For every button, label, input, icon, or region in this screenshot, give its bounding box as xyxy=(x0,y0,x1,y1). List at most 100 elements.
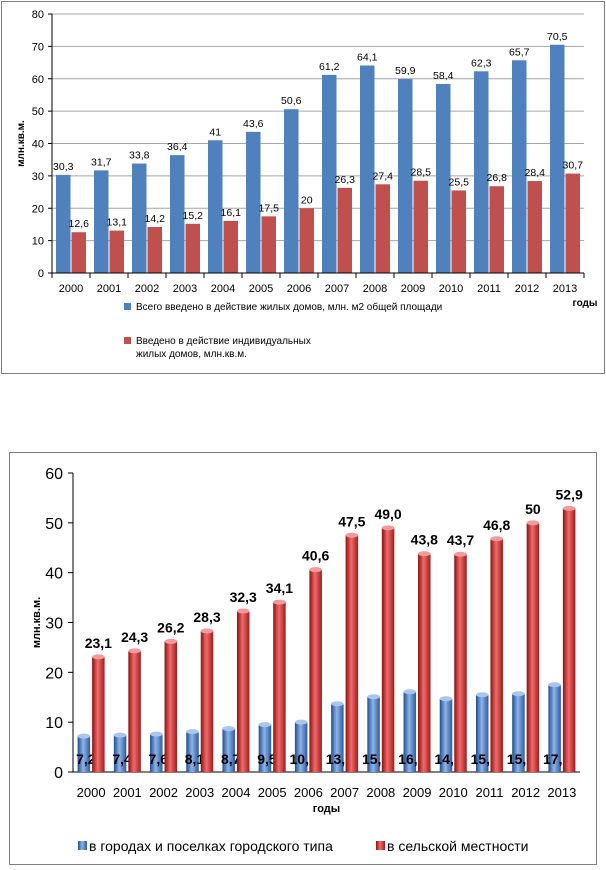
chart2-bar-urban xyxy=(439,698,453,772)
chart2-xtick-label: 2010 xyxy=(439,785,468,800)
chart1-data-label: 27,4 xyxy=(373,170,394,182)
chart1-bar-total xyxy=(360,65,375,273)
chart1-data-label: 28,4 xyxy=(525,167,546,179)
chart2-data-label-urban: 7,6 xyxy=(149,751,169,767)
chart1-ytick-label: 60 xyxy=(32,74,44,86)
chart2-bar-urban xyxy=(186,731,199,772)
chart2-bar-urban xyxy=(548,684,561,772)
chart1-data-label: 62,3 xyxy=(471,57,492,69)
chart2-data-label-rural: 34,1 xyxy=(266,580,293,596)
chart1-xtick-label: 2007 xyxy=(325,283,349,295)
chart1-ytick-label: 30 xyxy=(32,171,44,183)
chart2-bar-urban xyxy=(403,691,417,772)
chart2-ytick-label: 10 xyxy=(45,715,63,732)
chart2-bar-urban xyxy=(258,724,272,772)
chart1-data-label: 61,2 xyxy=(319,61,340,73)
chart2-bar-urban xyxy=(77,736,91,772)
chart1-data-label: 58,4 xyxy=(433,70,454,82)
chart1-x-axis-title: годы xyxy=(573,298,598,309)
chart1-data-label: 14,2 xyxy=(145,213,166,225)
chart2-legend-swatch-urban xyxy=(78,841,87,850)
chart1-bar-total xyxy=(436,83,451,274)
chart2-bar-top-rural xyxy=(381,525,395,531)
chart1-bar-individual xyxy=(185,223,200,273)
chart1-data-label: 13,1 xyxy=(107,217,128,229)
chart1-bar-total xyxy=(208,140,223,273)
chart2-bar-top-urban xyxy=(475,692,489,698)
chart2-bar-top-rural xyxy=(454,551,467,557)
chart1-data-label: 20 xyxy=(301,194,313,206)
chart1-data-label: 65,7 xyxy=(509,46,530,58)
chart2-x-axis-title: годы xyxy=(313,803,340,815)
chart1-data-label: 41 xyxy=(209,126,221,138)
chart2-legend-label-urban: в городах и поселках городского типа xyxy=(89,838,333,854)
chart2-bar-urban xyxy=(475,694,489,772)
chart2-bar-top-urban xyxy=(548,682,561,688)
chart1-bar-total xyxy=(398,79,413,273)
chart1-data-label: 30,3 xyxy=(53,161,74,173)
chart2-bar-top-urban xyxy=(258,722,272,728)
chart1-ytick-label: 10 xyxy=(32,236,44,248)
chart1-bar-total xyxy=(170,155,185,273)
chart2-ytick-label: 40 xyxy=(45,566,63,583)
chart2-bar-urban xyxy=(331,703,344,772)
chart2-xtick-label: 2012 xyxy=(511,785,540,800)
chart1-bar-individual xyxy=(527,181,542,273)
chart2-bar-top-rural xyxy=(128,648,141,654)
chart1-bar-individual xyxy=(299,208,314,273)
chart1-bar-total xyxy=(550,44,565,273)
chart1-data-label: 59,9 xyxy=(395,65,416,77)
chart1-xtick-label: 2013 xyxy=(553,283,577,295)
chart2-data-label-rural: 26,2 xyxy=(157,619,184,635)
chart2-bar-rural xyxy=(490,538,503,772)
chart1-ytick-label: 70 xyxy=(32,41,44,53)
chart1-xtick-label: 2012 xyxy=(515,283,539,295)
chart2-legend-swatch-rural xyxy=(376,841,385,850)
chart1-bar-total xyxy=(246,131,261,273)
chart2-bar-urban xyxy=(150,734,163,772)
chart1-data-label: 12,6 xyxy=(69,218,90,230)
chart1-data-label: 50,6 xyxy=(281,95,302,107)
chart1-data-label: 25,5 xyxy=(449,176,470,188)
chart2-bar-top-urban xyxy=(222,726,235,732)
chart1-bar-individual xyxy=(489,186,504,273)
chart1-data-label: 26,3 xyxy=(335,174,356,186)
chart1-bar-total xyxy=(132,163,147,273)
chart1-legend-label-individual: Введено в действие индивидуальных xyxy=(136,336,311,347)
chart2-bar-rural xyxy=(309,569,322,772)
chart2-data-label-rural: 50 xyxy=(525,501,541,517)
chart2-bar-urban xyxy=(222,728,235,772)
chart2-xtick-label: 2011 xyxy=(475,785,503,800)
chart2-bar-urban xyxy=(512,693,525,772)
chart1-xtick-label: 2000 xyxy=(59,283,83,295)
chart1-ytick-label: 20 xyxy=(32,203,44,215)
chart1-data-label: 33,8 xyxy=(129,150,150,162)
chart2-ytick-label: 50 xyxy=(45,516,63,533)
chart2-bar-top-rural xyxy=(92,654,105,660)
chart1-xtick-label: 2010 xyxy=(439,283,463,295)
chart1-legend-swatch-total xyxy=(124,303,131,310)
chart1-data-label: 15,2 xyxy=(183,210,204,222)
chart2-data-label-rural: 43,8 xyxy=(411,532,438,548)
chart2-data-label-rural: 43,7 xyxy=(447,532,474,548)
chart2-bar-top-rural xyxy=(562,505,576,511)
chart1-xtick-label: 2008 xyxy=(363,283,387,295)
chart2-xtick-label: 2004 xyxy=(222,785,251,800)
chart1-ytick-label: 0 xyxy=(38,268,44,280)
chart1-bar-total xyxy=(474,71,489,274)
chart1-ytick-label: 40 xyxy=(32,139,44,151)
chart1-xtick-label: 2011 xyxy=(477,283,501,295)
chart2-xtick-label: 2001 xyxy=(113,785,142,800)
chart1-y-axis-title: млн.кв.м. xyxy=(16,120,27,167)
chart1-data-label: 17,5 xyxy=(259,202,280,214)
chart1-bar-total xyxy=(94,170,109,273)
chart2-bar-rural xyxy=(454,554,467,772)
chart2-bar-rural xyxy=(562,508,576,772)
chart2-xtick-label: 2009 xyxy=(403,785,432,800)
chart2-data-label-urban: 8,1 xyxy=(185,751,205,767)
chart2-data-label-rural: 32,3 xyxy=(230,589,257,605)
chart1-bar-individual xyxy=(261,216,276,273)
chart2-bar-top-urban xyxy=(77,733,91,739)
chart1-bar-individual xyxy=(147,227,162,273)
chart2-bar-rural xyxy=(164,641,178,772)
